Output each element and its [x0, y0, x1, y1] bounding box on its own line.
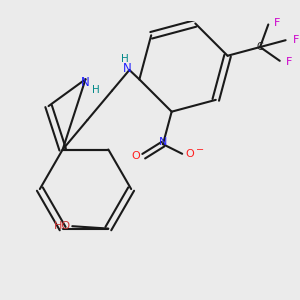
Text: F: F [293, 35, 299, 45]
Text: F: F [274, 18, 281, 28]
Text: H: H [92, 85, 100, 95]
Text: F: F [286, 57, 292, 67]
Text: N: N [159, 137, 167, 147]
Text: O: O [186, 149, 194, 159]
Text: HO: HO [54, 221, 71, 231]
Text: O: O [131, 151, 140, 161]
Text: C: C [257, 42, 263, 52]
Text: N: N [123, 62, 131, 75]
Text: −: − [196, 145, 204, 155]
Text: N: N [81, 76, 90, 89]
Text: H: H [121, 54, 128, 64]
